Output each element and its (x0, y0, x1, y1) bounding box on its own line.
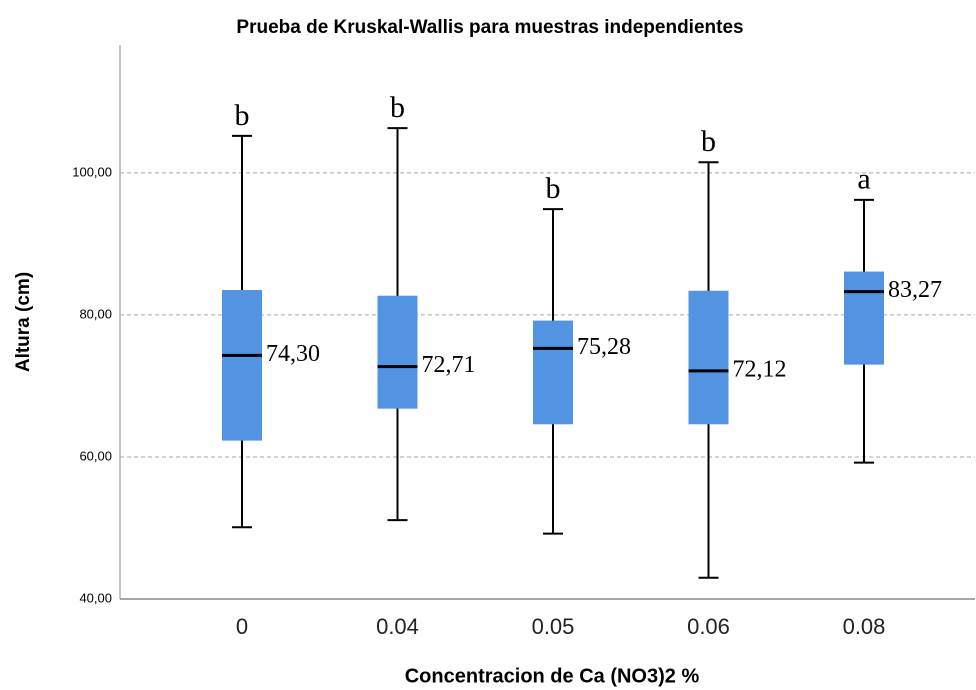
group-letter: b (701, 125, 716, 158)
group-letter: b (546, 172, 561, 205)
y-axis-label: Altura (cm) (13, 272, 34, 372)
group-letter: a (857, 163, 870, 196)
median-label: 75,28 (577, 334, 631, 360)
x-tick-label: 0 (236, 614, 248, 639)
y-tick-label: 80,00 (79, 306, 112, 321)
y-tick-label: 100,00 (72, 164, 112, 179)
x-tick-label: 0.05 (532, 614, 575, 639)
group-letter: b (390, 91, 405, 124)
box (844, 271, 884, 365)
x-tick-label: 0.06 (687, 614, 730, 639)
x-tick-label: 0.08 (843, 614, 886, 639)
median-label: 72,71 (422, 352, 476, 378)
x-axis-label: Concentracion de Ca (NO3)2 % (405, 665, 700, 687)
x-tick-label: 0.04 (376, 614, 419, 639)
box (688, 290, 729, 425)
box (222, 290, 262, 441)
chart-title: Prueba de Kruskal-Wallis para muestras i… (236, 17, 743, 38)
y-tick-label: 40,00 (79, 590, 112, 605)
median-label: 83,27 (888, 277, 942, 303)
box (533, 320, 573, 425)
y-tick-label: 60,00 (79, 448, 112, 463)
median-label: 72,12 (733, 356, 787, 382)
median-label: 74,30 (266, 341, 320, 367)
box (377, 295, 418, 409)
group-letter: b (235, 99, 250, 132)
